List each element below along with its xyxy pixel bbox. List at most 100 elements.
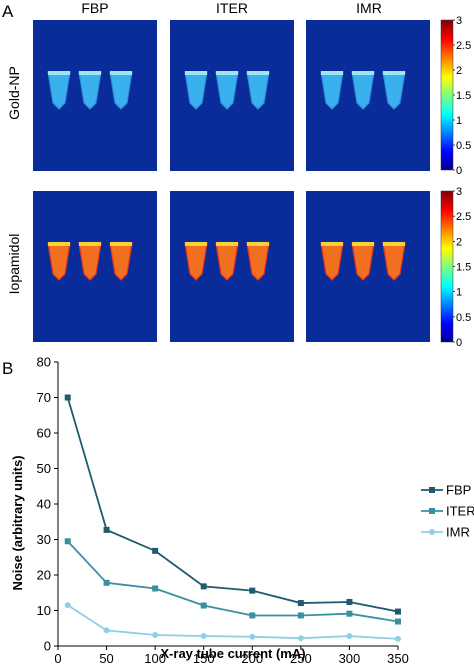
legend-swatch-marker	[429, 487, 435, 493]
tube-rim	[383, 242, 405, 246]
ct-image-iopamidol-imr	[306, 191, 430, 342]
data-point-iter	[152, 585, 159, 592]
data-point-fbp	[64, 394, 71, 401]
data-point-fbp	[103, 526, 110, 533]
y-tick-label: 10	[37, 603, 51, 618]
chart-series	[64, 394, 401, 642]
tube-rim	[185, 71, 207, 75]
y-tick-label: 30	[37, 532, 51, 547]
data-point-imr	[346, 633, 353, 640]
chart-axes: 0 10 20 30 40 50 60 70 80 0 50 100 150 200 250 300 350	[37, 355, 409, 664]
data-point-iter	[200, 602, 207, 609]
colorbar-gold-np: 3 2.5 2 1.5 1 0.5 0	[440, 15, 471, 177]
tube-rim	[48, 71, 70, 75]
data-point-imr	[64, 602, 71, 609]
colorbar-iopamidol: 3 2.5 2 1.5 1 0.5 0	[440, 186, 471, 349]
legend-swatch-marker	[429, 529, 435, 535]
tube-rim	[110, 242, 132, 246]
colorbar-gradient	[440, 19, 454, 171]
tube-rim	[383, 71, 405, 75]
x-tick-label: 350	[387, 651, 409, 664]
colorbar-tick-label: 2	[456, 65, 462, 77]
series-imr	[64, 602, 401, 642]
series-line-imr	[67, 604, 399, 640]
tube-rim	[79, 242, 101, 246]
data-point-fbp	[249, 587, 256, 594]
series-fbp	[64, 394, 401, 615]
legend-item-fbp: FBP	[421, 483, 471, 498]
tube-rim	[110, 71, 132, 75]
y-tick-label: 40	[37, 497, 51, 512]
tube-rim	[352, 242, 374, 246]
colorbar-tick-label: 1.5	[456, 262, 471, 274]
y-tick-label: 50	[37, 461, 51, 476]
tube-rim	[321, 71, 343, 75]
data-point-fbp	[395, 608, 401, 615]
data-point-fbp	[297, 600, 304, 607]
data-point-iter	[346, 610, 353, 617]
y-axis-title: Noise (arbitrary units)	[10, 455, 25, 590]
data-point-fbp	[346, 598, 353, 605]
colorbar-tick-label: 1	[456, 287, 462, 299]
legend-label-imr: IMR	[446, 525, 470, 540]
x-tick-label: 300	[339, 651, 361, 664]
row-label-gold-np: Gold-NP	[6, 66, 22, 120]
tube-rim	[216, 71, 238, 75]
data-point-imr	[200, 633, 207, 640]
data-point-imr	[249, 633, 256, 640]
colorbar-gradient	[440, 190, 454, 343]
x-tick-label: 0	[54, 651, 61, 664]
ct-image-iopamidol-fbp	[33, 191, 157, 342]
x-tick-label: 100	[144, 651, 166, 664]
x-tick-label: 50	[99, 651, 113, 664]
colorbar-tick-label: 2.5	[456, 40, 471, 52]
data-point-iter	[103, 579, 110, 586]
ct-image-gold-np-iter	[170, 20, 294, 171]
tube-rim	[79, 71, 101, 75]
y-tick-label: 20	[37, 568, 51, 583]
colorbar-tick-label: 0	[456, 165, 462, 177]
colorbar-tick-label: 1.5	[456, 90, 471, 102]
series-line-fbp	[66, 397, 399, 613]
y-tick-label: 80	[37, 355, 51, 370]
legend-swatch-marker	[429, 508, 435, 514]
x-tick-label: 250	[290, 651, 312, 664]
legend-label-iter: ITER	[446, 504, 474, 519]
tube-rim	[48, 242, 70, 246]
legend-item-imr: IMR	[421, 525, 470, 540]
colorbar-tick-label: 0	[456, 337, 462, 349]
data-point-iter	[64, 538, 71, 545]
ct-image-gold-np-fbp	[33, 20, 157, 171]
tube-rim	[321, 242, 343, 246]
legend-item-iter: ITER	[421, 504, 474, 519]
tube-rim	[185, 242, 207, 246]
column-title-fbp: FBP	[81, 0, 108, 16]
data-point-fbp	[200, 583, 207, 590]
colorbar-tick-label: 1	[456, 115, 462, 127]
data-point-imr	[297, 635, 304, 642]
column-title-iter: ITER	[216, 0, 248, 16]
data-point-imr	[103, 627, 110, 634]
data-point-iter	[395, 618, 401, 625]
y-tick-label: 70	[37, 390, 51, 405]
data-point-iter	[297, 612, 304, 619]
ct-image-grid	[33, 20, 430, 342]
data-point-imr	[395, 635, 401, 642]
tube-rim	[352, 71, 374, 75]
series-iter	[64, 538, 401, 625]
data-point-fbp	[152, 547, 159, 554]
colorbar-tick-label: 0.5	[456, 140, 471, 152]
y-tick-label: 0	[44, 639, 51, 654]
colorbar-tick-label: 3	[456, 15, 462, 27]
ct-image-iopamidol-iter	[170, 191, 294, 342]
tube-rim	[247, 71, 269, 75]
x-tick-label: 200	[241, 651, 263, 664]
colorbar-tick-label: 2	[456, 236, 462, 248]
colorbar-tick-label: 2.5	[456, 211, 471, 223]
legend-label-fbp: FBP	[446, 483, 471, 498]
row-label-iopamidol: Iopamidol	[6, 234, 22, 295]
colorbars: 3 2.5 2 1.5 1 0.5 0 3 2.5 2 1.5 1 0.5 0	[440, 15, 471, 349]
x-axis-title: X-ray tube current (mA)	[160, 646, 305, 661]
colorbar-tick-label: 3	[456, 186, 462, 198]
